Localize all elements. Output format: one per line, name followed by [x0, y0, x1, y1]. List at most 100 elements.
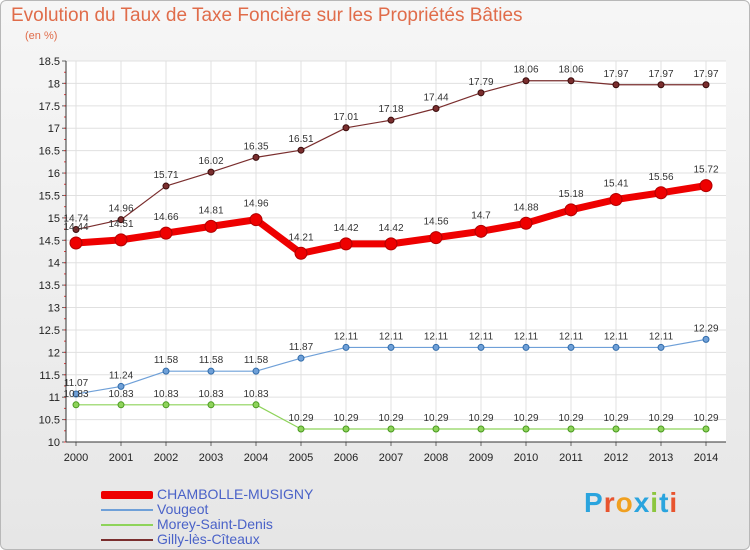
data-point-morey: [432, 425, 440, 433]
data-point-morey: [387, 425, 395, 433]
data-point-vougeot: [432, 343, 440, 351]
data-point-vougeot: [522, 343, 530, 351]
data-point-chambolle: [249, 213, 263, 227]
brand-letter: r: [603, 487, 616, 518]
data-point-morey: [117, 401, 125, 409]
data-label-morey: 10.83: [243, 389, 268, 400]
data-point-chambolle: [519, 216, 533, 230]
x-tick-label: 2002: [154, 452, 178, 464]
x-tick-label: 2000: [64, 452, 88, 464]
data-label-gilly: 17.97: [648, 69, 673, 80]
y-tick-label: 14.5: [39, 235, 60, 247]
y-tick-label: 13: [48, 303, 60, 315]
data-label-vougeot: 11.58: [154, 355, 179, 366]
y-tick-label: 12.5: [39, 325, 60, 337]
brand-letter: o: [615, 487, 634, 518]
data-label-gilly: 14.74: [63, 214, 88, 225]
y-tick-label: 11: [49, 392, 60, 404]
data-point-vougeot: [657, 343, 665, 351]
data-point-vougeot: [702, 335, 710, 343]
data-point-vougeot: [162, 367, 170, 375]
data-label-morey: 10.29: [423, 413, 448, 424]
data-point-morey: [72, 401, 80, 409]
data-label-vougeot: 11.87: [289, 342, 314, 353]
data-label-vougeot: 12.11: [334, 331, 359, 342]
data-point-vougeot: [207, 367, 215, 375]
data-point-morey: [522, 425, 530, 433]
x-tick-label: 2005: [289, 452, 313, 464]
data-point-chambolle: [114, 233, 128, 247]
brand-letter: i: [669, 487, 679, 518]
data-point-morey: [207, 401, 215, 409]
data-point-gilly: [297, 146, 305, 154]
data-label-chambolle: 14.66: [153, 212, 178, 223]
data-point-chambolle: [609, 193, 623, 207]
data-point-morey: [657, 425, 665, 433]
data-point-vougeot: [477, 343, 485, 351]
data-point-gilly: [342, 124, 350, 132]
data-label-gilly: 17.01: [333, 112, 358, 123]
data-label-gilly: 16.35: [243, 141, 268, 152]
data-point-gilly: [522, 77, 530, 85]
data-point-morey: [702, 425, 710, 433]
data-label-vougeot: 12.11: [424, 331, 449, 342]
data-label-vougeot: 11.24: [109, 370, 134, 381]
data-label-chambolle: 14.42: [333, 223, 358, 234]
data-point-morey: [162, 401, 170, 409]
data-label-morey: 10.29: [558, 413, 583, 424]
data-point-chambolle: [339, 237, 353, 251]
data-point-gilly: [117, 216, 125, 224]
data-point-morey: [477, 425, 485, 433]
data-label-morey: 10.29: [648, 413, 673, 424]
data-label-gilly: 17.97: [693, 69, 718, 80]
plot-area: [66, 61, 726, 442]
x-tick-label: 2012: [604, 452, 628, 464]
y-tick-label: 13.5: [39, 280, 60, 292]
data-point-chambolle: [159, 226, 173, 240]
legend-label-gilly: Gilly-lès-Cîteaux: [157, 531, 260, 547]
x-tick-label: 2009: [469, 452, 493, 464]
y-tick-label: 17.5: [39, 101, 60, 113]
data-label-chambolle: 14.88: [513, 202, 538, 213]
data-label-morey: 10.83: [108, 389, 133, 400]
data-point-chambolle: [294, 246, 308, 260]
legend-swatch-morey: [101, 524, 153, 526]
data-point-gilly: [432, 105, 440, 113]
data-label-chambolle: 14.56: [423, 217, 448, 228]
data-point-gilly: [477, 89, 485, 97]
y-tick-label: 10.5: [39, 415, 60, 427]
data-point-vougeot: [342, 343, 350, 351]
data-point-gilly: [72, 226, 80, 234]
data-label-chambolle: 14.44: [63, 222, 88, 233]
data-label-morey: 10.29: [378, 413, 403, 424]
y-tick-label: 16: [48, 168, 60, 180]
brand-letter: x: [633, 487, 651, 518]
data-point-gilly: [162, 182, 170, 190]
data-point-chambolle: [564, 203, 578, 217]
data-label-chambolle: 14.7: [471, 210, 491, 221]
data-point-morey: [612, 425, 620, 433]
data-point-gilly: [702, 81, 710, 89]
data-label-morey: 10.29: [288, 413, 313, 424]
data-point-gilly: [252, 153, 260, 161]
data-point-vougeot: [612, 343, 620, 351]
y-tick-label: 15.5: [39, 190, 60, 202]
data-label-gilly: 14.96: [108, 204, 133, 215]
y-tick-label: 11.5: [39, 370, 60, 382]
unit-label: (en %): [25, 30, 58, 42]
data-label-vougeot: 11.07: [64, 378, 89, 389]
data-label-morey: 10.29: [468, 413, 493, 424]
data-point-chambolle: [384, 237, 398, 251]
data-point-morey: [567, 425, 575, 433]
x-tick-label: 2008: [424, 452, 448, 464]
y-tick-label: 17: [48, 123, 60, 135]
brand-letter: i: [650, 487, 660, 518]
x-tick-label: 2006: [334, 452, 358, 464]
y-tick-label: 18.5: [39, 56, 60, 68]
x-tick-label: 2011: [559, 452, 583, 464]
data-label-gilly: 17.79: [468, 77, 493, 88]
data-point-chambolle: [699, 179, 713, 193]
y-tick-label: 12: [48, 347, 60, 359]
data-point-chambolle: [69, 236, 83, 250]
data-label-vougeot: 11.58: [244, 355, 269, 366]
